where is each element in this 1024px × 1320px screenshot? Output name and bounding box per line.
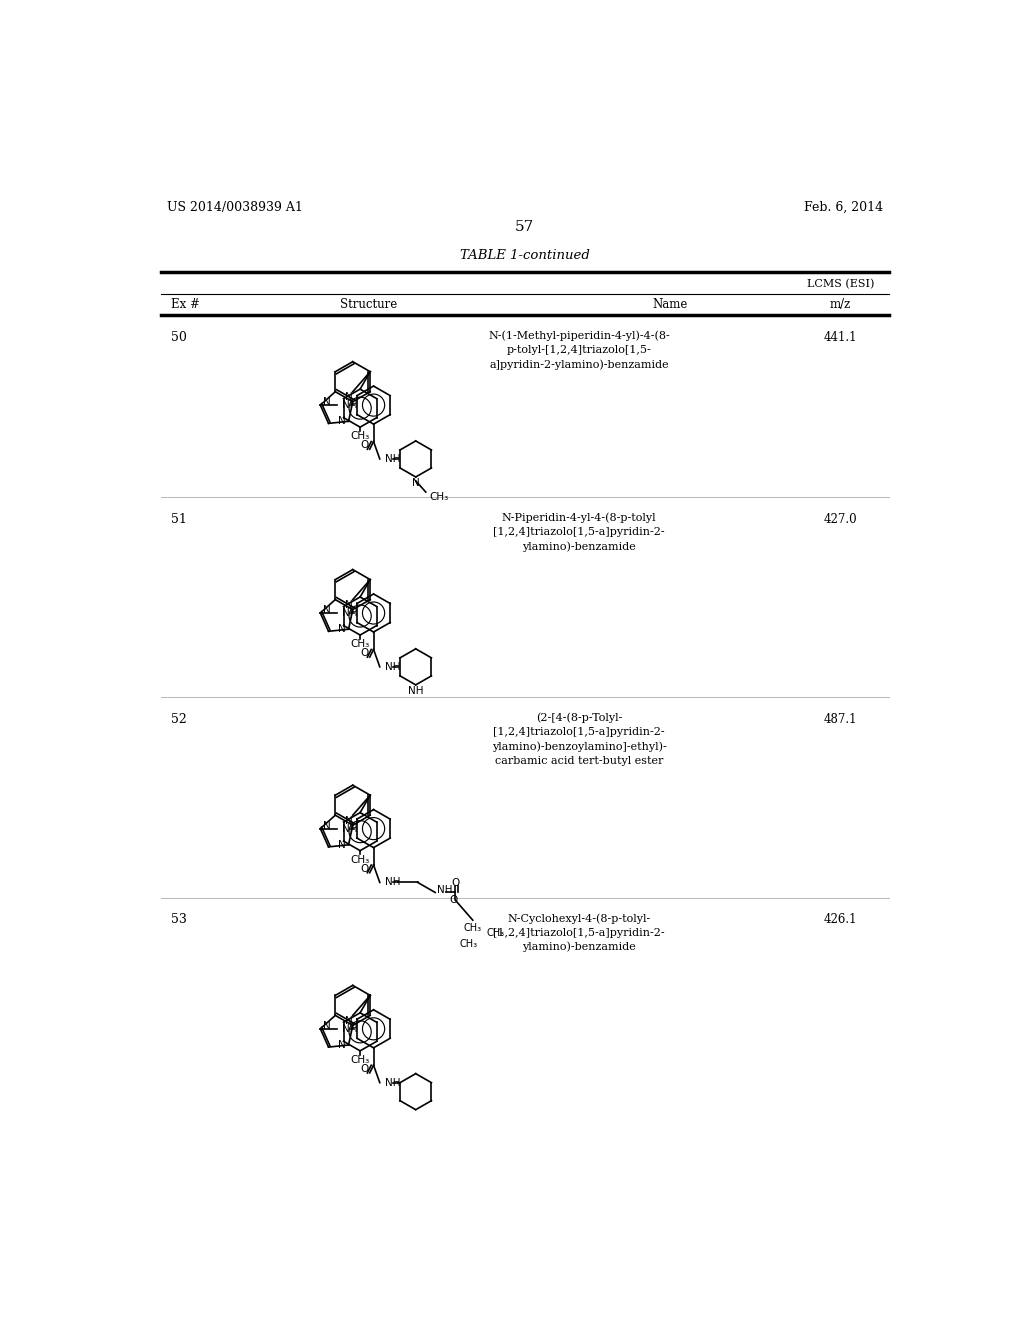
Text: N: N bbox=[345, 1016, 352, 1026]
Text: O: O bbox=[449, 895, 457, 906]
Text: CH₃: CH₃ bbox=[460, 940, 478, 949]
Text: N: N bbox=[339, 1040, 346, 1049]
Text: NH: NH bbox=[385, 661, 400, 672]
Text: CH₃: CH₃ bbox=[430, 492, 449, 502]
Text: N: N bbox=[323, 821, 331, 830]
Text: Feb. 6, 2014: Feb. 6, 2014 bbox=[804, 201, 883, 214]
Text: N: N bbox=[339, 416, 346, 426]
Text: CH₃: CH₃ bbox=[350, 855, 370, 865]
Text: N: N bbox=[345, 601, 352, 610]
Text: 441.1: 441.1 bbox=[823, 331, 857, 345]
Text: 50: 50 bbox=[171, 331, 186, 345]
Text: N: N bbox=[323, 605, 331, 615]
Text: N-(1-Methyl-piperidin-4-yl)-4-(8-
p-tolyl-[1,2,4]triazolo[1,5-
a]pyridin-2-ylami: N-(1-Methyl-piperidin-4-yl)-4-(8- p-toly… bbox=[488, 331, 670, 371]
Text: CH₃: CH₃ bbox=[350, 639, 370, 649]
Text: 52: 52 bbox=[171, 713, 186, 726]
Text: 426.1: 426.1 bbox=[823, 913, 857, 927]
Text: CH₃: CH₃ bbox=[464, 923, 482, 933]
Text: 51: 51 bbox=[171, 512, 186, 525]
Text: N: N bbox=[339, 840, 346, 850]
Text: CH₃: CH₃ bbox=[486, 928, 505, 939]
Text: US 2014/0038939 A1: US 2014/0038939 A1 bbox=[167, 201, 303, 214]
Text: N: N bbox=[323, 1020, 331, 1031]
Text: O: O bbox=[360, 1064, 369, 1074]
Text: O: O bbox=[360, 648, 369, 659]
Text: TABLE 1-continued: TABLE 1-continued bbox=[460, 249, 590, 263]
Text: NH: NH bbox=[408, 686, 424, 696]
Text: NH: NH bbox=[342, 824, 357, 834]
Text: NH: NH bbox=[385, 454, 400, 463]
Text: 53: 53 bbox=[171, 913, 186, 927]
Text: (2-[4-(8-p-Tolyl-
[1,2,4]triazolo[1,5-a]pyridin-2-
ylamino)-benzoylamino]-ethyl): (2-[4-(8-p-Tolyl- [1,2,4]triazolo[1,5-a]… bbox=[492, 713, 667, 766]
Text: m/z: m/z bbox=[829, 298, 851, 310]
Text: NH: NH bbox=[342, 400, 357, 411]
Text: NH: NH bbox=[385, 878, 400, 887]
Text: Structure: Structure bbox=[340, 298, 397, 310]
Text: N: N bbox=[345, 392, 352, 403]
Text: O: O bbox=[360, 863, 369, 874]
Text: NH: NH bbox=[437, 886, 453, 895]
Text: CH₃: CH₃ bbox=[350, 1055, 370, 1065]
Text: N: N bbox=[345, 816, 352, 825]
Text: O: O bbox=[452, 878, 460, 888]
Text: N: N bbox=[323, 397, 331, 407]
Text: 487.1: 487.1 bbox=[823, 713, 857, 726]
Text: Name: Name bbox=[653, 298, 688, 310]
Text: N: N bbox=[339, 624, 346, 634]
Text: N: N bbox=[412, 478, 420, 488]
Text: NH: NH bbox=[342, 1024, 357, 1034]
Text: 427.0: 427.0 bbox=[823, 512, 857, 525]
Text: N-Piperidin-4-yl-4-(8-p-tolyl
[1,2,4]triazolo[1,5-a]pyridin-2-
ylamino)-benzamid: N-Piperidin-4-yl-4-(8-p-tolyl [1,2,4]tri… bbox=[494, 512, 665, 552]
Text: LCMS (ESI): LCMS (ESI) bbox=[807, 279, 873, 289]
Text: NH: NH bbox=[385, 1077, 400, 1088]
Text: O: O bbox=[360, 441, 369, 450]
Text: Ex #: Ex # bbox=[171, 298, 200, 310]
Text: NH: NH bbox=[342, 609, 357, 618]
Text: 57: 57 bbox=[515, 220, 535, 234]
Text: CH₃: CH₃ bbox=[350, 432, 370, 441]
Text: N-Cyclohexyl-4-(8-p-tolyl-
[1,2,4]triazolo[1,5-a]pyridin-2-
ylamino)-benzamide: N-Cyclohexyl-4-(8-p-tolyl- [1,2,4]triazo… bbox=[494, 913, 665, 953]
